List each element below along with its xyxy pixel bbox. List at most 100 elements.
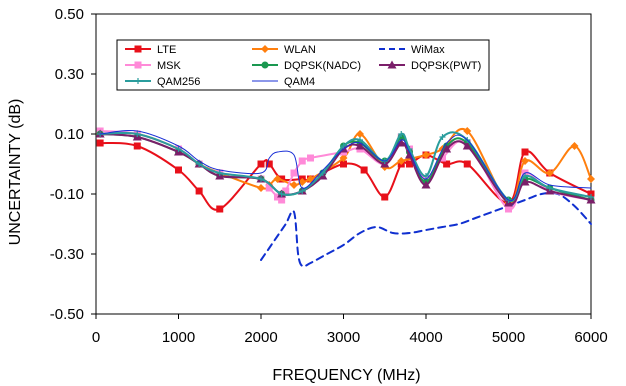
legend: LTE WLAN WiMax MSK DQPSK(NADC) DQPSK(PWT) QAM2… bbox=[116, 39, 490, 91]
data-point-qam256 bbox=[258, 176, 264, 182]
data-point-msk bbox=[265, 184, 273, 192]
data-point-msk bbox=[307, 154, 314, 162]
y-tick-label: 0.30 bbox=[55, 66, 84, 83]
data-point-qam256 bbox=[357, 137, 363, 143]
legend-marker bbox=[261, 45, 269, 53]
y-tick-label: -0.10 bbox=[50, 186, 84, 203]
legend-label: WLAN bbox=[284, 44, 316, 56]
legend-label: DQPSK(PWT) bbox=[411, 60, 481, 72]
data-point-lte bbox=[265, 160, 273, 168]
data-point-lte bbox=[463, 160, 471, 168]
x-tick-label: 4000 bbox=[409, 329, 442, 346]
legend-label: LTE bbox=[157, 44, 176, 56]
data-point-qam256 bbox=[278, 191, 285, 197]
data-point-lte bbox=[278, 175, 286, 183]
legend-marker bbox=[134, 45, 142, 53]
data-point-dqpsk-pwt bbox=[421, 180, 431, 189]
data-point-wlan bbox=[545, 169, 554, 177]
data-point-lte bbox=[443, 160, 451, 168]
data-point-lte bbox=[257, 160, 265, 168]
data-point-lte bbox=[216, 205, 224, 213]
data-point-msk bbox=[282, 187, 290, 195]
legend-label: WiMax bbox=[411, 44, 445, 56]
data-point-lte bbox=[521, 148, 529, 156]
data-point-qam256 bbox=[522, 173, 528, 179]
data-point-msk bbox=[290, 169, 298, 177]
y-axis-title: UNCERTAINTY (dB) bbox=[7, 99, 24, 246]
legend-box bbox=[116, 39, 490, 91]
data-point-qam256 bbox=[588, 194, 594, 200]
legend-item-qam256: QAM256 bbox=[125, 76, 200, 88]
data-point-msk bbox=[298, 157, 306, 165]
legend-marker bbox=[261, 61, 269, 69]
data-point-lte bbox=[195, 187, 203, 195]
legend-label: QAM4 bbox=[284, 76, 315, 88]
data-point-wlan bbox=[463, 127, 472, 135]
data-point-qam256 bbox=[546, 185, 553, 191]
data-point-lte bbox=[133, 142, 141, 150]
series-line-wimax bbox=[260, 191, 592, 268]
y-tick-label: 0.50 bbox=[55, 6, 84, 23]
legend-item-wimax: WiMax bbox=[379, 44, 445, 56]
data-point-qam256 bbox=[319, 170, 326, 176]
data-point-qam256 bbox=[439, 134, 446, 140]
legend-marker bbox=[134, 61, 142, 69]
series-qam4 bbox=[99, 130, 592, 202]
data-point-msk bbox=[439, 154, 446, 162]
legend-item-dqpsk-nadc: DQPSK(NADC) bbox=[252, 60, 361, 72]
x-tick-label: 6000 bbox=[574, 329, 607, 346]
data-point-lte bbox=[406, 160, 413, 168]
x-axis-title: FREQUENCY (MHz) bbox=[272, 367, 420, 384]
data-point-lte bbox=[360, 166, 368, 174]
x-tick-label: 3000 bbox=[327, 329, 360, 346]
data-point-lte bbox=[381, 193, 389, 201]
legend-item-lte: LTE bbox=[125, 44, 176, 56]
legend-label: QAM256 bbox=[157, 76, 200, 88]
data-point-wlan bbox=[356, 130, 364, 138]
series-wimax bbox=[260, 191, 592, 268]
data-point-wlan bbox=[570, 142, 579, 150]
y-tick-label: 0.10 bbox=[55, 126, 84, 143]
data-point-dqpsk-pwt bbox=[355, 141, 365, 150]
series-layer bbox=[95, 127, 596, 268]
data-point-msk bbox=[505, 205, 512, 213]
data-point-qam256 bbox=[196, 161, 203, 167]
data-point-wlan bbox=[257, 184, 265, 192]
legend-item-wlan: WLAN bbox=[252, 44, 316, 56]
data-point-qam256 bbox=[175, 146, 182, 152]
legend-marker bbox=[387, 60, 397, 69]
data-point-lte bbox=[175, 166, 182, 174]
data-point-wlan bbox=[290, 181, 298, 189]
data-point-lte bbox=[340, 160, 347, 168]
data-point-dqpsk-pwt bbox=[462, 141, 472, 150]
x-tick-label: 2000 bbox=[244, 329, 277, 346]
data-point-qam256 bbox=[423, 173, 429, 179]
data-point-dqpsk-pwt bbox=[520, 177, 530, 186]
data-point-wlan bbox=[587, 175, 595, 183]
data-point-dqpsk-pwt bbox=[442, 144, 452, 153]
series-line-qam4 bbox=[99, 130, 592, 202]
legend-item-msk: MSK bbox=[125, 60, 182, 72]
legend-label: MSK bbox=[157, 60, 182, 72]
series-line-lte bbox=[99, 141, 592, 211]
data-point-qam256 bbox=[299, 188, 306, 194]
legend-item-qam4: QAM4 bbox=[252, 76, 315, 88]
x-tick-label: 5000 bbox=[492, 329, 525, 346]
data-point-wlan bbox=[397, 157, 406, 165]
y-tick-label: -0.30 bbox=[50, 246, 84, 263]
data-point-qam256 bbox=[216, 170, 223, 176]
data-point-wlan bbox=[273, 175, 282, 183]
data-point-wlan bbox=[339, 154, 348, 162]
data-point-wlan bbox=[521, 157, 529, 165]
legend-item-dqpsk-pwt: DQPSK(PWT) bbox=[379, 60, 481, 72]
x-tick-label: 0 bbox=[92, 329, 100, 346]
axes: 0.50 0.30 0.10 -0.10 -0.30 -0.50 0 1000 2000 3000… bbox=[50, 6, 608, 346]
legend-marker bbox=[135, 78, 141, 84]
data-point-lte bbox=[96, 139, 104, 147]
data-point-dqpsk-pwt bbox=[396, 138, 406, 147]
data-point-msk bbox=[278, 196, 286, 204]
data-point-qam256 bbox=[134, 131, 141, 137]
legend-label: DQPSK(NADC) bbox=[284, 60, 361, 72]
